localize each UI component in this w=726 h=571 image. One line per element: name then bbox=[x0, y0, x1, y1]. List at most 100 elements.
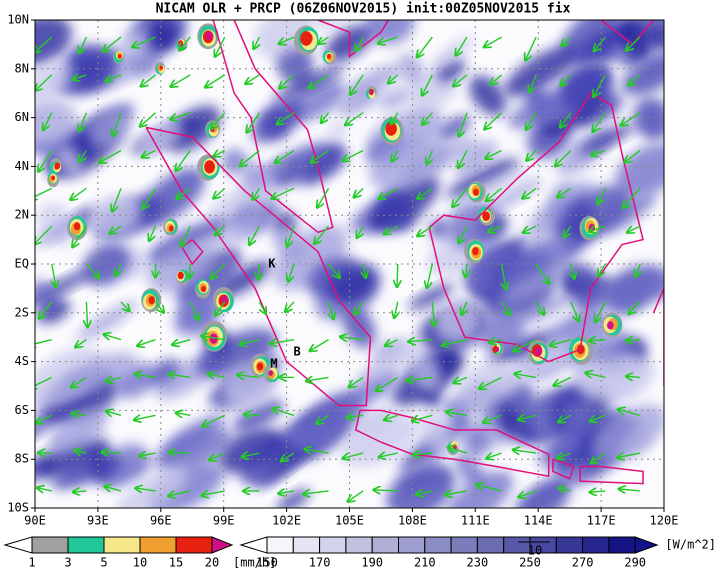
precip-spot bbox=[205, 31, 213, 41]
lat-label: 10N bbox=[7, 13, 29, 27]
wind-arrow bbox=[458, 150, 468, 168]
wind-arrow bbox=[357, 225, 363, 237]
wind-arrow bbox=[75, 339, 87, 347]
wind-arrow bbox=[379, 453, 398, 457]
wind-arrow bbox=[619, 489, 640, 491]
cloud bbox=[562, 65, 614, 113]
wind-arrow bbox=[379, 187, 399, 198]
wind-arrow bbox=[392, 150, 398, 162]
wind-arrow bbox=[491, 74, 502, 85]
cloud bbox=[431, 35, 475, 70]
wind-arrow bbox=[347, 415, 364, 417]
wind-arrow bbox=[311, 149, 329, 163]
cbar-cell bbox=[582, 536, 610, 554]
wind-arrow bbox=[136, 488, 156, 491]
place-label: K bbox=[268, 257, 276, 271]
wind-arrow bbox=[105, 486, 122, 490]
wind-arrow bbox=[589, 340, 606, 341]
wind-arrow bbox=[214, 187, 226, 198]
cloud bbox=[560, 20, 621, 61]
wind-arrow bbox=[176, 150, 191, 171]
coastline bbox=[552, 458, 575, 480]
wind-arrow bbox=[202, 336, 225, 340]
precip-spot bbox=[268, 370, 274, 376]
lon-label: 96E bbox=[150, 514, 172, 528]
wind-arrow bbox=[247, 112, 260, 133]
wind-arrow bbox=[106, 377, 122, 381]
cloud bbox=[51, 455, 122, 490]
wind-arrow bbox=[72, 413, 87, 415]
wind-arrow bbox=[417, 491, 433, 495]
wind-arrow bbox=[169, 452, 191, 453]
wind-arrow bbox=[120, 301, 129, 311]
cloud bbox=[346, 64, 402, 99]
wind-arrow bbox=[484, 36, 502, 47]
cloud bbox=[496, 403, 525, 439]
wind-arrow bbox=[52, 263, 56, 287]
precip-spot bbox=[495, 346, 500, 352]
wind-arrow bbox=[205, 74, 226, 87]
cloud bbox=[379, 192, 416, 232]
cbar-label: 290 bbox=[624, 556, 646, 570]
cloud bbox=[499, 264, 576, 301]
wind-arrow bbox=[535, 263, 549, 284]
wind-arrow bbox=[112, 188, 122, 211]
lon-label: 117E bbox=[587, 514, 616, 528]
cloud bbox=[512, 291, 579, 327]
wind-arrow bbox=[627, 226, 641, 232]
wind-arrow bbox=[35, 36, 53, 52]
wind-arrow bbox=[432, 301, 434, 326]
wind-arrow bbox=[169, 374, 191, 377]
cloud bbox=[178, 283, 225, 325]
wind-arrow bbox=[73, 75, 87, 80]
precip-spot bbox=[473, 188, 479, 196]
cbar-cell bbox=[424, 536, 452, 554]
wind-arrow bbox=[483, 414, 502, 422]
wind-arrow bbox=[35, 376, 53, 388]
wind-arrow bbox=[529, 74, 537, 92]
wind-arrow bbox=[279, 491, 295, 494]
precip-spot bbox=[118, 54, 122, 59]
wind-arrow bbox=[134, 415, 156, 420]
wind-arrow bbox=[593, 112, 606, 132]
wind-arrow bbox=[518, 415, 537, 419]
cloud bbox=[156, 427, 233, 474]
coastline bbox=[212, 20, 334, 234]
wind-arrow bbox=[287, 225, 295, 246]
precip-spot bbox=[388, 124, 396, 135]
wind-arrow bbox=[418, 187, 433, 198]
wind-arrow bbox=[363, 263, 366, 277]
cloud bbox=[35, 437, 111, 479]
wind-arrow bbox=[254, 36, 260, 49]
wind-arrow bbox=[591, 151, 606, 156]
lon-label: 114E bbox=[524, 514, 553, 528]
wind-arrow bbox=[71, 187, 87, 199]
wind-arrow bbox=[104, 334, 122, 339]
wind-arrow bbox=[618, 409, 641, 416]
wind-arrow bbox=[446, 412, 468, 415]
cloud bbox=[434, 298, 483, 343]
wind-arrow bbox=[384, 415, 398, 420]
cbar-label: 5 bbox=[100, 556, 107, 570]
wind-arrow bbox=[442, 338, 468, 346]
wind-arrow bbox=[453, 74, 468, 86]
cbar-label: 250 bbox=[519, 556, 541, 570]
wind-arrow bbox=[354, 301, 364, 315]
cloud bbox=[35, 60, 73, 105]
wind-arrow bbox=[329, 301, 334, 319]
wind-arrow bbox=[75, 450, 87, 453]
wind-arrow bbox=[397, 263, 398, 287]
wind-arrow bbox=[618, 453, 641, 458]
wind-arrow bbox=[590, 414, 606, 421]
wind-arrow bbox=[476, 485, 502, 492]
wind-arrow bbox=[465, 263, 467, 277]
precip-spot bbox=[209, 333, 218, 344]
wind-arrow bbox=[350, 74, 364, 94]
cloud bbox=[35, 404, 70, 451]
cbar-cell bbox=[67, 536, 105, 554]
wind-arrow bbox=[140, 453, 156, 456]
precip-spot bbox=[369, 90, 374, 95]
wind-arrow bbox=[242, 453, 260, 457]
wind-arrow bbox=[589, 226, 606, 231]
